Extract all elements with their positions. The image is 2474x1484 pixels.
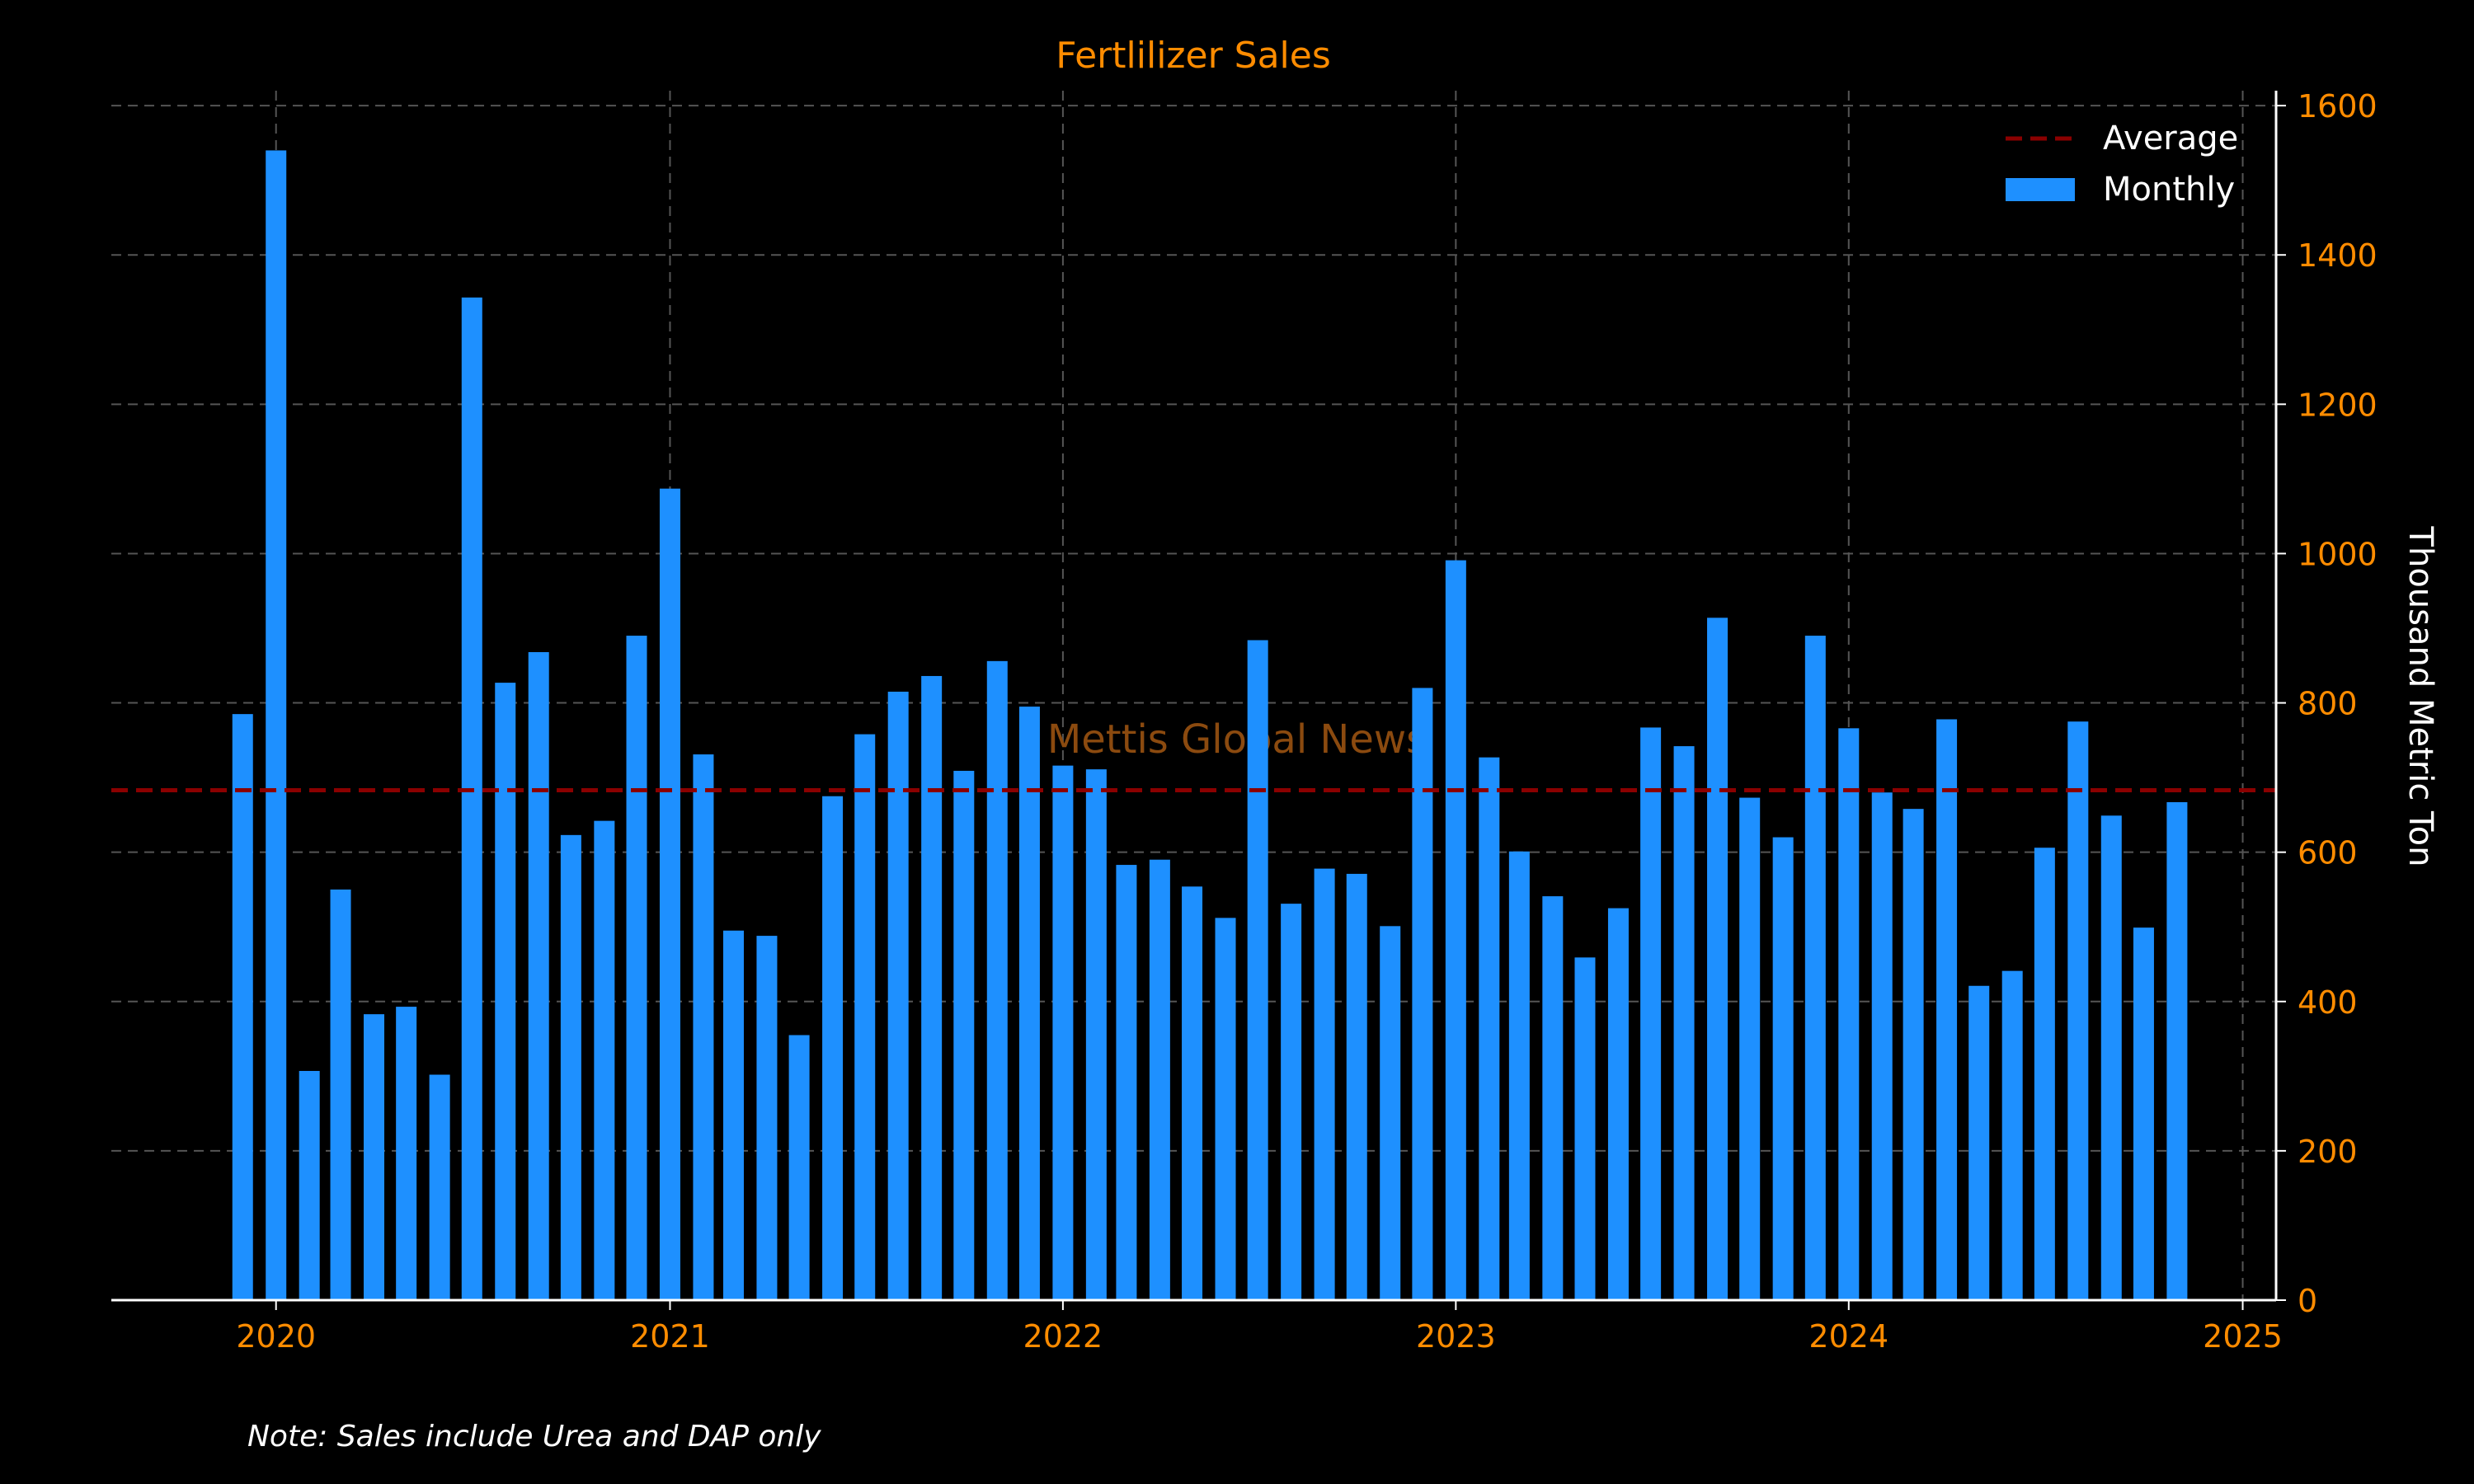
bar (1445, 560, 1466, 1300)
y-tick-label: 1200 (2298, 387, 2378, 423)
x-tick-label: 2023 (1416, 1318, 1496, 1355)
bar (1968, 985, 1990, 1300)
bar (756, 936, 778, 1300)
bar-series-monthly (232, 150, 2188, 1301)
bar (659, 488, 680, 1300)
bar (1018, 707, 1040, 1300)
bar (822, 796, 844, 1300)
y-tick-label: 1600 (2298, 88, 2378, 124)
bar (1412, 688, 1433, 1300)
bar (1085, 769, 1107, 1300)
bar (1149, 859, 1170, 1300)
bar (2034, 848, 2055, 1300)
bar (1314, 868, 1335, 1300)
bar (1542, 896, 1564, 1300)
bar (1707, 618, 1729, 1300)
bar (266, 150, 287, 1300)
bar (1739, 797, 1761, 1300)
bar (528, 651, 549, 1300)
y-axis-ticks: 0 200 400 600 800 1000 1200 1400 1600 (2276, 88, 2378, 1319)
bar (1380, 926, 1401, 1300)
bar (461, 297, 482, 1301)
x-tick-label: 2020 (236, 1318, 316, 1355)
bar (1804, 636, 1826, 1300)
bar (693, 754, 714, 1300)
bar (1182, 886, 1203, 1300)
bar (429, 1074, 450, 1300)
legend-label: Average (2103, 120, 2238, 157)
bar (396, 1007, 417, 1300)
x-axis-ticks: 2020 2021 2022 2023 2024 2025 (236, 1300, 2283, 1355)
bar (953, 770, 975, 1300)
bar (887, 691, 909, 1300)
bar (626, 636, 647, 1300)
bar (299, 1070, 320, 1300)
bar (788, 1035, 810, 1300)
bar (1673, 746, 1695, 1300)
watermark-text: Mettis Global News (1047, 716, 1427, 763)
bar (363, 1014, 384, 1300)
bar (594, 820, 615, 1300)
legend: Average Monthly (2006, 120, 2238, 209)
axes (111, 91, 2278, 1302)
bar (1247, 640, 1268, 1300)
bar (1479, 757, 1500, 1300)
bar (1640, 727, 1662, 1300)
y-tick-label: 1400 (2298, 237, 2378, 274)
bar (1116, 865, 1137, 1300)
y-tick-label: 600 (2298, 835, 2358, 871)
y-axis-label: Thousand Metric Ton (2401, 526, 2439, 867)
y-tick-label: 1000 (2298, 536, 2378, 572)
bar (986, 660, 1008, 1300)
x-tick-label: 2021 (630, 1318, 710, 1355)
legend-swatch-monthly (2006, 178, 2075, 201)
bar (495, 683, 516, 1300)
bar (1281, 904, 1302, 1300)
legend-label: Monthly (2103, 171, 2235, 209)
bar (2133, 928, 2154, 1300)
y-tick-label: 200 (2298, 1134, 2358, 1170)
bar (1346, 873, 1367, 1300)
bar (722, 930, 744, 1300)
chart-title: Fertlilizer Sales (1056, 35, 1331, 77)
bar (330, 889, 351, 1300)
x-tick-label: 2025 (2203, 1318, 2283, 1355)
x-tick-label: 2024 (1808, 1318, 1888, 1355)
bar (1052, 765, 1074, 1300)
bar (1838, 728, 1860, 1300)
bar (1574, 957, 1596, 1300)
bar (854, 734, 876, 1300)
y-tick-label: 400 (2298, 984, 2358, 1021)
bar (1215, 918, 1236, 1300)
bar (2001, 970, 2023, 1300)
x-tick-label: 2022 (1023, 1318, 1103, 1355)
bar (1508, 851, 1530, 1300)
bar (2067, 721, 2089, 1300)
bar (560, 834, 581, 1300)
bar (2100, 815, 2122, 1300)
bar (232, 714, 253, 1300)
bar (1903, 809, 1924, 1300)
bar (1871, 792, 1893, 1300)
bar (1772, 837, 1794, 1300)
bar (2166, 801, 2188, 1300)
bar (921, 675, 943, 1300)
y-tick-label: 0 (2298, 1283, 2317, 1319)
footnote: Note: Sales include Urea and DAP only (247, 1420, 821, 1453)
bar (1936, 719, 1958, 1300)
bar (1607, 908, 1629, 1300)
y-tick-label: 800 (2298, 686, 2358, 722)
